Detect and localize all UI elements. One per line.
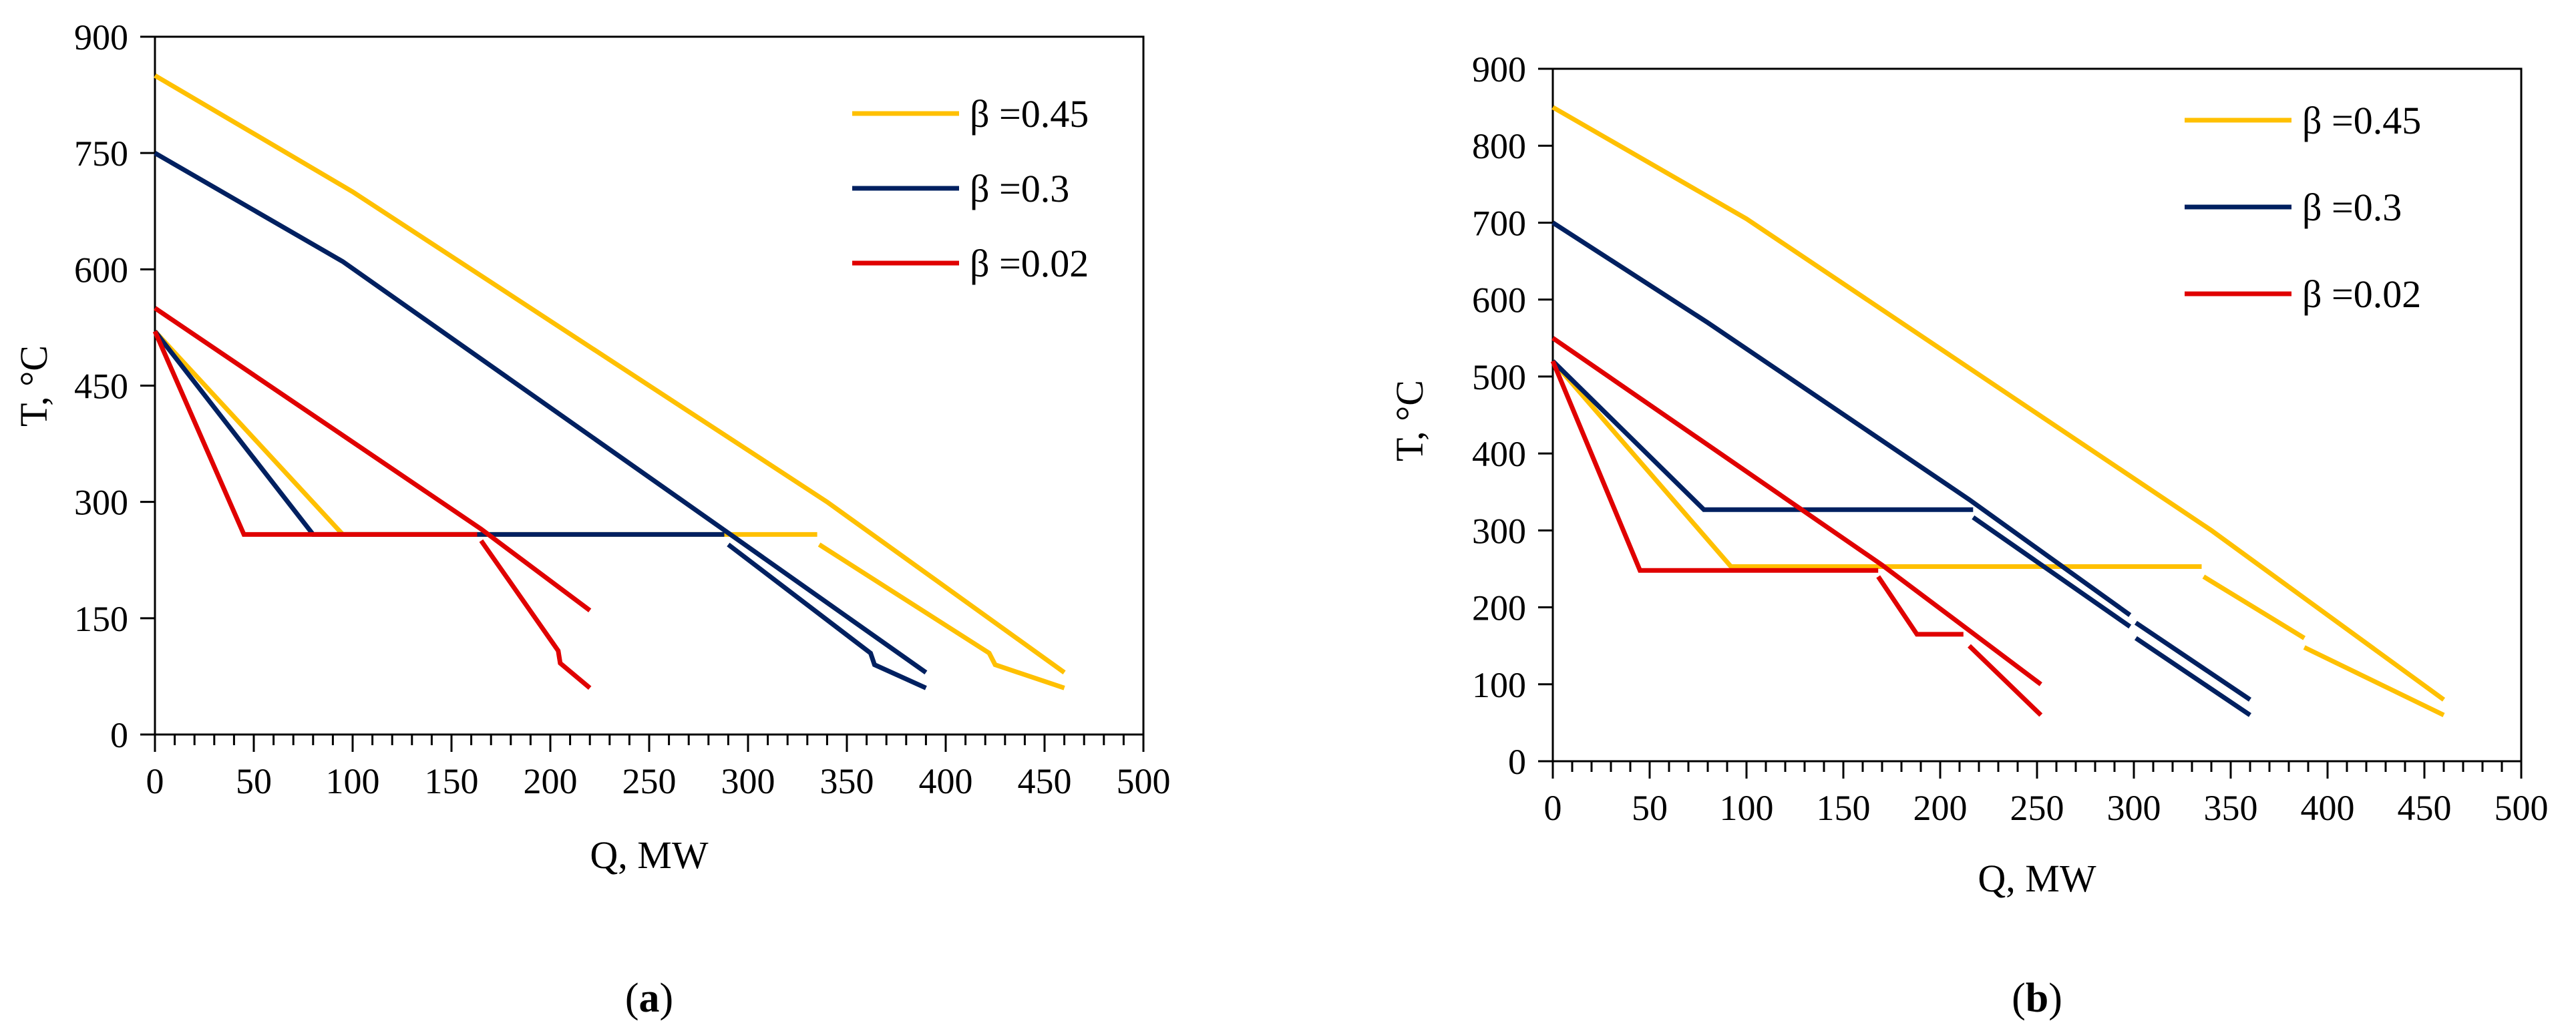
y-tick-label: 900: [74, 17, 128, 57]
x-tick-label: 0: [146, 761, 164, 801]
x-tick-label: 250: [622, 761, 677, 801]
x-tick-label: 350: [820, 761, 874, 801]
y-tick-label: 600: [74, 250, 128, 290]
x-tick-label: 50: [1632, 788, 1668, 828]
series-line-1: [2303, 645, 2445, 718]
series-line-1: [817, 542, 1065, 690]
caption-close-paren: ): [660, 976, 674, 1021]
x-axis-title: Q, MW: [1978, 857, 2096, 900]
series-line-3: [1876, 575, 1964, 637]
y-tick-label: 450: [74, 367, 128, 407]
legend-label: β =0.3: [970, 167, 1069, 210]
series-line-2: [727, 542, 927, 690]
caption-letter: b: [2026, 976, 2048, 1021]
x-tick-label: 250: [2010, 788, 2064, 828]
legend-label: β =0.45: [970, 92, 1089, 136]
legend-label: β =0.02: [970, 242, 1089, 285]
caption-open-paren: (: [2012, 976, 2026, 1021]
x-tick-label: 0: [1544, 788, 1562, 828]
series-line-2: [1551, 220, 2132, 617]
chart-panel-a: 0 50 100 150 200 250 300 350 400 450 500 0 150 300 450…: [12, 17, 1171, 1021]
legend-label: β =0.02: [2302, 272, 2421, 316]
y-tick-label: 200: [1472, 588, 1526, 628]
x-tick-label: 450: [1018, 761, 1072, 801]
series-line-3: [1551, 336, 2042, 686]
y-axis-title: T, °C: [12, 345, 55, 427]
series-line-1: [1551, 359, 2202, 569]
series-line-2: [1972, 515, 2132, 629]
y-tick-label: 700: [1472, 203, 1526, 243]
caption-close-paren: ): [2048, 976, 2062, 1021]
series-line-3: [479, 539, 592, 690]
series-line-2: [154, 151, 928, 674]
x-tick-label: 500: [2495, 788, 2549, 828]
series-line-3: [1550, 360, 1879, 573]
x-tick-label: 300: [721, 761, 775, 801]
legend-label: β =0.3: [2302, 186, 2402, 229]
y-tick-label: 400: [1472, 434, 1526, 474]
y-tick-label: 0: [110, 715, 128, 755]
series-line-3: [154, 306, 592, 613]
y-tick-label: 300: [74, 483, 128, 523]
x-tick-label: 150: [1817, 788, 1871, 828]
x-tick-label: 150: [425, 761, 479, 801]
y-tick-label: 750: [74, 134, 128, 174]
series-line-2: [2134, 620, 2251, 702]
x-tick-label: 400: [2301, 788, 2355, 828]
x-tick-label: 450: [2398, 788, 2452, 828]
y-axis-title: T, °C: [1388, 380, 1431, 461]
x-tick-label: 100: [1720, 788, 1774, 828]
series-line-1: [154, 73, 1066, 674]
panel-caption: (b): [2012, 976, 2062, 1021]
caption-letter: a: [639, 976, 660, 1021]
x-axis-title: Q, MW: [590, 833, 708, 877]
legend-label: β =0.45: [2302, 99, 2421, 142]
x-tick-label: 300: [2107, 788, 2161, 828]
series-line-2: [1551, 359, 1974, 512]
y-tick-label: 0: [1508, 742, 1526, 782]
y-tick-label: 100: [1472, 665, 1526, 705]
y-tick-label: 900: [1472, 49, 1526, 89]
chart-panel-b: 0 50 100 150 200 250 300 350 400 450 500 0 100 200 300…: [1388, 49, 2549, 1021]
x-tick-label: 500: [1117, 761, 1171, 801]
y-tick-label: 500: [1472, 357, 1526, 397]
series-line-2: [2134, 636, 2251, 717]
series-line-3: [152, 330, 478, 537]
y-tick-label: 300: [1472, 511, 1526, 551]
x-tick-label: 100: [326, 761, 380, 801]
series-line-3: [1968, 644, 2043, 717]
x-tick-label: 200: [1913, 788, 1968, 828]
y-tick-label: 600: [1472, 280, 1526, 321]
y-tick-label: 150: [74, 599, 128, 639]
series-line-1: [2202, 574, 2306, 640]
y-tick-label: 800: [1472, 126, 1526, 166]
series-line-2: [153, 330, 725, 537]
x-tick-label: 200: [524, 761, 578, 801]
x-tick-label: 400: [919, 761, 973, 801]
caption-open-paren: (: [625, 976, 639, 1021]
panel-caption: (a): [625, 976, 673, 1021]
x-tick-label: 350: [2204, 788, 2258, 828]
series-line-1: [1551, 105, 2446, 702]
x-tick-label: 50: [236, 761, 272, 801]
